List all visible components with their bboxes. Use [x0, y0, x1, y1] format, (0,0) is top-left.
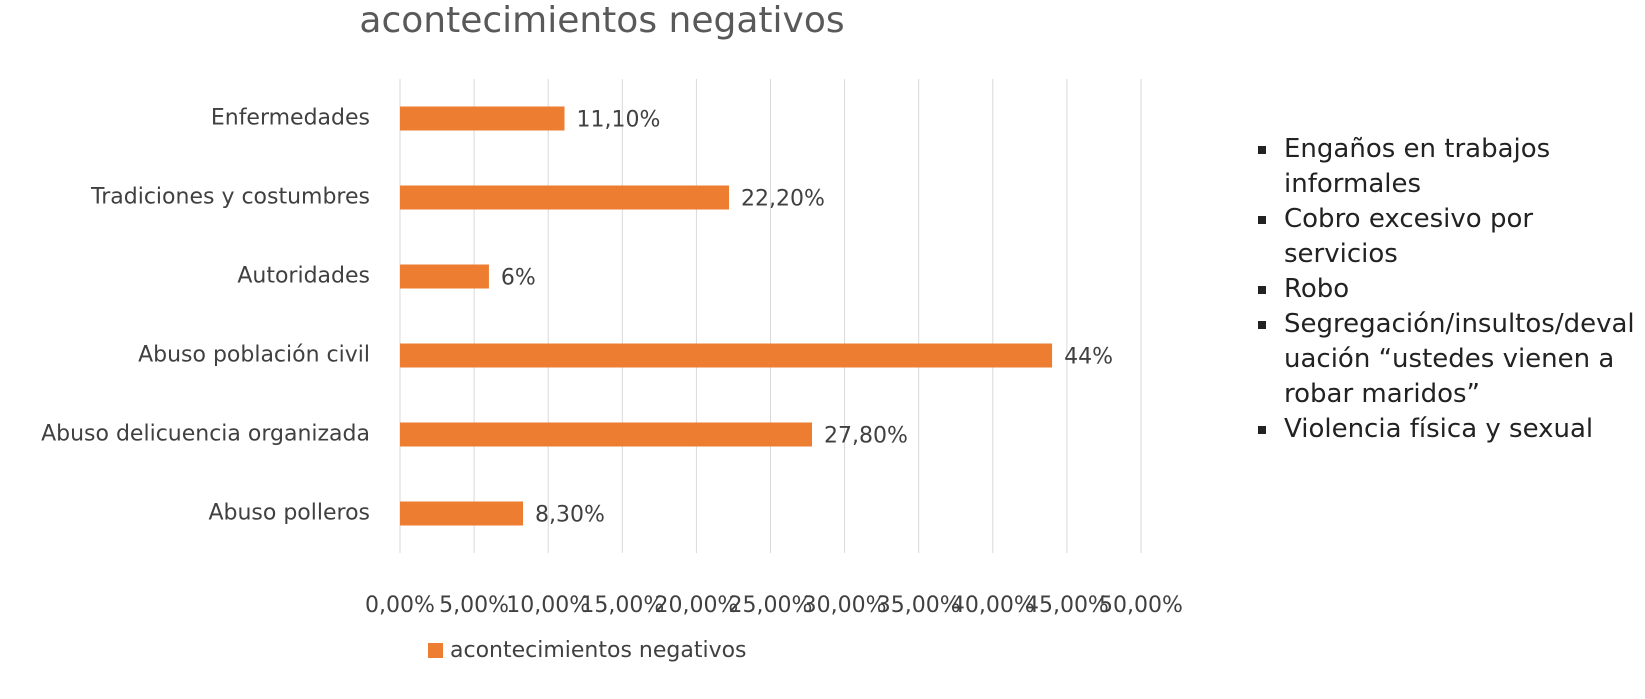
data-label: 6% [501, 266, 536, 291]
x-tick-label: 20,00% [654, 593, 738, 618]
data-label: 27,80% [824, 424, 908, 449]
list-item: Segregación/insultos/devaluación “ustede… [1280, 307, 1645, 412]
list-item: Robo [1280, 272, 1645, 307]
x-tick-label: 50,00% [1099, 593, 1183, 618]
x-tick-label: 45,00% [1025, 593, 1109, 618]
y-tick-label: Autoridades [237, 264, 370, 289]
x-tick-label: 35,00% [877, 593, 961, 618]
bar [400, 264, 489, 289]
y-tick-label: Enfermedades [211, 106, 370, 131]
x-tick-label: 40,00% [951, 593, 1035, 618]
bar [400, 185, 730, 210]
data-label: 8,30% [535, 503, 605, 528]
data-label: 44% [1064, 345, 1113, 370]
y-tick-label: Tradiciones y costumbres [90, 185, 370, 210]
side-list: Engaños en trabajos informalesCobro exce… [1280, 132, 1645, 447]
list-item: Cobro excesivo por servicios [1280, 202, 1645, 272]
list-item: Engaños en trabajos informales [1280, 132, 1645, 202]
bar [400, 422, 812, 447]
x-tick-label: 25,00% [729, 593, 813, 618]
x-tick-label: 0,00% [365, 593, 435, 618]
y-tick-label: Abuso población civil [138, 343, 370, 368]
legend-swatch [428, 643, 443, 658]
bar [400, 501, 524, 526]
y-tick-label: Abuso polleros [208, 501, 370, 526]
list-item: Violencia física y sexual [1280, 412, 1645, 447]
data-label: 22,20% [741, 187, 825, 212]
x-tick-label: 30,00% [803, 593, 887, 618]
legend-label: acontecimientos negativos [450, 638, 747, 663]
y-tick-label: Abuso delicuencia organizada [41, 422, 370, 447]
chart-title: acontecimientos negativos [359, 0, 844, 41]
data-label: 11,10% [577, 108, 661, 133]
bar [400, 343, 1053, 368]
x-tick-label: 10,00% [506, 593, 590, 618]
x-tick-label: 5,00% [439, 593, 509, 618]
bar [400, 106, 565, 131]
x-tick-label: 15,00% [580, 593, 664, 618]
